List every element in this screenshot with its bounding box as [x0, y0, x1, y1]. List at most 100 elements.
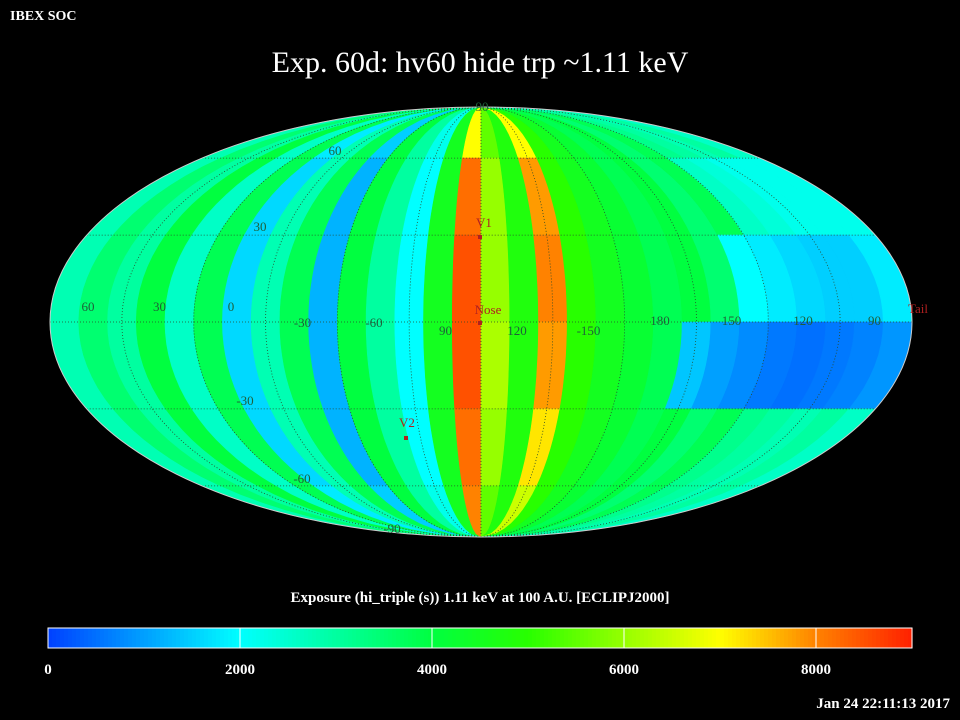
colorbar-swatch: [460, 628, 465, 648]
colorbar-swatch: [92, 628, 97, 648]
meridian: [480, 106, 769, 538]
colorbar-swatch: [660, 628, 665, 648]
lon-label: 0: [228, 299, 235, 314]
marker-label: Nose: [475, 302, 502, 317]
colorbar-swatch: [196, 628, 201, 648]
colorbar-swatch: [504, 628, 509, 648]
colorbar-swatch: [448, 628, 453, 648]
colorbar-swatch: [304, 628, 309, 648]
colorbar-tick-label: 4000: [417, 662, 447, 678]
colorbar-swatch: [544, 628, 549, 648]
colorbar-swatch: [180, 628, 185, 648]
colorbar-swatch: [564, 628, 569, 648]
colorbar-swatch: [312, 628, 317, 648]
colorbar-swatch: [844, 628, 849, 648]
colorbar-swatch: [348, 628, 353, 648]
colorbar-swatch: [344, 628, 349, 648]
colorbar-swatch: [400, 628, 405, 648]
colorbar-swatch: [620, 628, 625, 648]
colorbar-swatch: [324, 628, 329, 648]
colorbar-swatch: [852, 628, 857, 648]
colorbar-swatch: [772, 628, 777, 648]
colorbar-swatch: [236, 628, 241, 648]
colorbar-swatch: [760, 628, 765, 648]
colorbar-swatch: [456, 628, 461, 648]
colorbar-swatch: [640, 628, 645, 648]
meridian: [480, 106, 554, 538]
colorbar-swatch: [804, 628, 809, 648]
colorbar-swatch: [452, 628, 457, 648]
colorbar-swatch: [828, 628, 833, 648]
colorbar-swatch: [356, 628, 361, 648]
colorbar-swatch: [748, 628, 753, 648]
lon-label: 120: [793, 313, 813, 328]
colorbar-swatch: [904, 628, 909, 648]
marker-dot: [478, 235, 482, 239]
colorbar-swatch: [424, 628, 429, 648]
colorbar-swatch: [728, 628, 733, 648]
colorbar-swatch: [752, 628, 757, 648]
colorbar-swatch: [744, 628, 749, 648]
colorbar-swatch: [848, 628, 853, 648]
colorbar-swatch: [160, 628, 165, 648]
colorbar-swatch: [352, 628, 357, 648]
colorbar-swatch: [464, 628, 469, 648]
colorbar-swatch: [100, 628, 105, 648]
lat-label: 30: [254, 219, 267, 234]
colorbar-swatch: [144, 628, 149, 648]
source-label: IBEX SOC: [10, 9, 77, 24]
colorbar-swatch: [516, 628, 521, 648]
colorbar-swatch: [200, 628, 205, 648]
lon-label: 30: [153, 299, 166, 314]
lat-label: 90: [476, 99, 489, 114]
colorbar-swatch: [896, 628, 901, 648]
colorbar-swatch: [612, 628, 617, 648]
colorbar-swatch: [124, 628, 129, 648]
marker-label: V2: [399, 415, 415, 430]
colorbar-swatch: [652, 628, 657, 648]
colorbar-swatch: [508, 628, 513, 648]
colorbar-swatch: [284, 628, 289, 648]
colorbar-swatch: [364, 628, 369, 648]
colorbar-swatch: [860, 628, 865, 648]
colorbar-swatch: [360, 628, 365, 648]
meridian: [480, 106, 626, 538]
colorbar-swatch: [716, 628, 721, 648]
lon-label: 180: [650, 313, 670, 328]
colorbar-swatch: [704, 628, 709, 648]
colorbar-swatch: [724, 628, 729, 648]
colorbar-swatch: [636, 628, 641, 648]
colorbar-swatch: [552, 628, 557, 648]
colorbar-swatch: [332, 628, 337, 648]
colorbar-swatch: [188, 628, 193, 648]
colorbar-swatch: [132, 628, 137, 648]
colorbar-swatch: [296, 628, 301, 648]
colorbar-swatch: [628, 628, 633, 648]
lat-label: 60: [329, 143, 342, 158]
colorbar-swatch: [520, 628, 525, 648]
colorbar-swatch: [784, 628, 789, 648]
colorbar-swatch: [596, 628, 601, 648]
colorbar-swatch: [496, 628, 501, 648]
exposure-cell: [451, 321, 482, 410]
colorbar-swatch: [328, 628, 333, 648]
map-labels: 60 30 0 -30 -60 90 120 -150 180 150 120 90 90 60 30 -30…: [82, 99, 929, 536]
colorbar-swatch: [532, 628, 537, 648]
colorbar-swatch: [624, 628, 629, 648]
colorbar-swatch: [104, 628, 109, 648]
colorbar-swatch: [880, 628, 885, 648]
colorbar-swatch: [680, 628, 685, 648]
colorbar-swatch: [740, 628, 745, 648]
colorbar-swatch: [796, 628, 801, 648]
colorbar-swatch: [80, 628, 85, 648]
colorbar-swatch: [48, 628, 53, 648]
colorbar-swatch: [164, 628, 169, 648]
colorbar-swatch: [320, 628, 325, 648]
colorbar-swatch: [420, 628, 425, 648]
colorbar-swatch: [892, 628, 897, 648]
colorbar-swatch: [540, 628, 545, 648]
colorbar-swatch: [368, 628, 373, 648]
colorbar-swatch: [396, 628, 401, 648]
meridian: [121, 106, 482, 538]
lon-label: -30: [294, 315, 311, 330]
